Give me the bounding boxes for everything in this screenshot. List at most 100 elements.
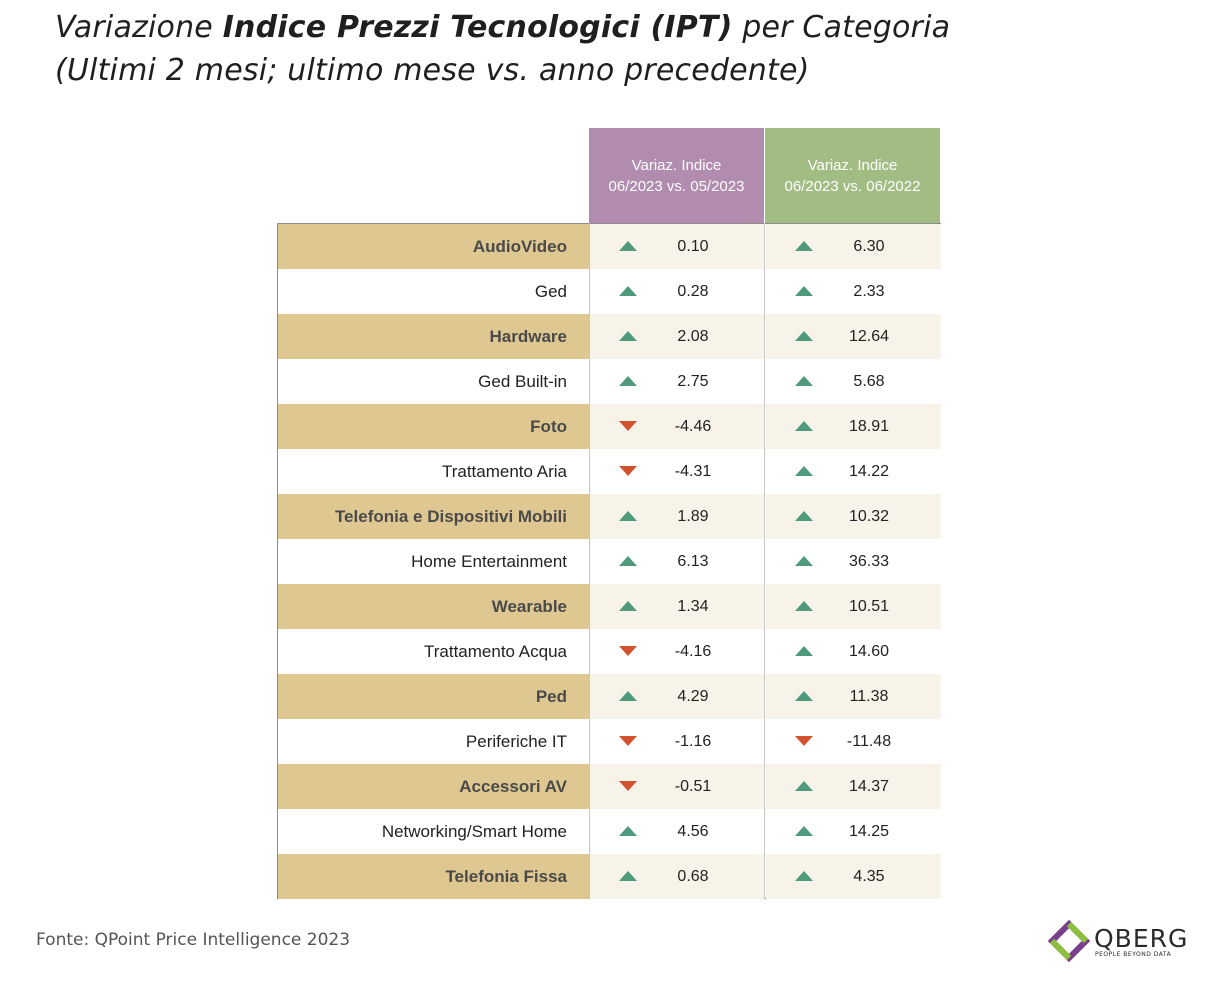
table-row: Hardware 2.08 12.64 [278,314,941,359]
yearly-change-cell: 10.32 [766,494,941,539]
category-label: Ped [278,674,590,719]
change-value: 12.64 [848,328,890,345]
title-bold: Indice Prezzi Tecnologici (IPT) [222,10,733,45]
change-value: 14.60 [848,643,890,660]
qberg-logo-mark-icon [1048,920,1090,962]
arrow-up-icon [619,871,637,881]
table-row: Ged 0.28 2.33 [278,269,941,314]
arrow-up-icon [619,241,637,251]
yearly-change-cell: 14.60 [766,629,941,674]
category-label: Hardware [278,314,590,359]
table-row: AudioVideo 0.10 6.30 [278,224,941,269]
table-body: AudioVideo 0.10 6.30 Ged 0.28 2.33 Hardware 2.0… [277,223,941,899]
monthly-change-cell: 0.28 [590,269,765,314]
change-value: 0.68 [677,868,709,885]
change-value: 14.37 [848,778,890,795]
change-value: -1.16 [674,733,712,750]
arrow-up-icon [795,556,813,566]
category-label: Periferiche IT [278,719,590,764]
category-label: Telefonia Fissa [278,854,590,899]
table-row: Telefonia Fissa 0.68 4.35 [278,854,941,899]
yearly-change-cell: 12.64 [766,314,941,359]
column-header-yearly-line1: Variaz. Indice [807,156,898,174]
category-label: Trattamento Aria [278,449,590,494]
change-value: 4.56 [677,823,709,840]
change-value: 10.51 [848,598,890,615]
monthly-change-cell: 6.13 [590,539,765,584]
yearly-change-cell: 18.91 [766,404,941,449]
change-value: 6.13 [677,553,709,570]
column-header-yearly-line2: 06/2023 vs. 06/2022 [784,177,921,195]
qberg-logo-word: QBERG [1094,924,1189,953]
category-label: Trattamento Acqua [278,629,590,674]
arrow-down-icon [619,421,637,431]
arrow-up-icon [619,331,637,341]
category-label: Ged Built-in [278,359,590,404]
table-row: Trattamento Acqua -4.16 14.60 [278,629,941,674]
change-value: 18.91 [848,418,890,435]
qberg-logo-tagline: PEOPLE BEYOND DATA [1095,951,1172,958]
monthly-change-cell: 1.34 [590,584,765,629]
monthly-change-cell: -4.31 [590,449,765,494]
monthly-change-cell: -4.16 [590,629,765,674]
monthly-change-cell: 2.08 [590,314,765,359]
table-row: Wearable 1.34 10.51 [278,584,941,629]
change-value: 4.35 [853,868,885,885]
change-value: 4.29 [677,688,709,705]
arrow-up-icon [795,421,813,431]
yearly-change-cell: 10.51 [766,584,941,629]
category-label: AudioVideo [278,224,590,269]
monthly-change-cell: 1.89 [590,494,765,539]
monthly-change-cell: 0.68 [590,854,765,899]
change-value: 36.33 [848,553,890,570]
table-row: Networking/Smart Home 4.56 14.25 [278,809,941,854]
yearly-change-cell: -11.48 [766,719,941,764]
category-label: Home Entertainment [278,539,590,584]
change-value: 14.22 [848,463,890,480]
arrow-up-icon [795,331,813,341]
arrow-down-icon [619,466,637,476]
change-value: 5.68 [853,373,885,390]
arrow-up-icon [795,286,813,296]
monthly-change-cell: 2.75 [590,359,765,404]
column-divider [589,223,590,899]
monthly-change-cell: 4.29 [590,674,765,719]
chart-title: Variazione Indice Prezzi Tecnologici (IP… [55,6,1205,92]
arrow-up-icon [795,691,813,701]
title-line-2: (Ultimi 2 mesi; ultimo mese vs. anno pre… [55,53,810,88]
arrow-up-icon [795,601,813,611]
column-header-monthly: Variaz. Indice 06/2023 vs. 05/2023 [589,128,764,223]
table-row: Accessori AV -0.51 14.37 [278,764,941,809]
change-value: -11.48 [846,733,892,750]
arrow-down-icon [795,736,813,746]
yearly-change-cell: 6.30 [766,224,941,269]
column-header-yearly: Variaz. Indice 06/2023 vs. 06/2022 [765,128,940,223]
arrow-up-icon [795,646,813,656]
yearly-change-cell: 36.33 [766,539,941,584]
column-header-monthly-line2: 06/2023 vs. 05/2023 [608,177,745,195]
arrow-down-icon [619,646,637,656]
change-value: 2.08 [677,328,709,345]
arrow-down-icon [619,781,637,791]
change-value: -4.31 [674,463,712,480]
arrow-up-icon [619,601,637,611]
yearly-change-cell: 14.22 [766,449,941,494]
arrow-down-icon [619,736,637,746]
monthly-change-cell: -1.16 [590,719,765,764]
change-value: -4.46 [674,418,712,435]
monthly-change-cell: -0.51 [590,764,765,809]
arrow-up-icon [619,286,637,296]
arrow-up-icon [619,511,637,521]
title-line-1: Variazione Indice Prezzi Tecnologici (IP… [55,6,1205,49]
yearly-change-cell: 4.35 [766,854,941,899]
table-row: Periferiche IT -1.16 -11.48 [278,719,941,764]
category-label: Ged [278,269,590,314]
category-label: Wearable [278,584,590,629]
change-value: 1.89 [677,508,709,525]
change-value: 1.34 [677,598,709,615]
column-header-monthly-line1: Variaz. Indice [631,156,722,174]
change-value: 11.38 [849,688,889,705]
category-label: Networking/Smart Home [278,809,590,854]
yearly-change-cell: 14.25 [766,809,941,854]
change-value: 6.30 [853,238,885,255]
